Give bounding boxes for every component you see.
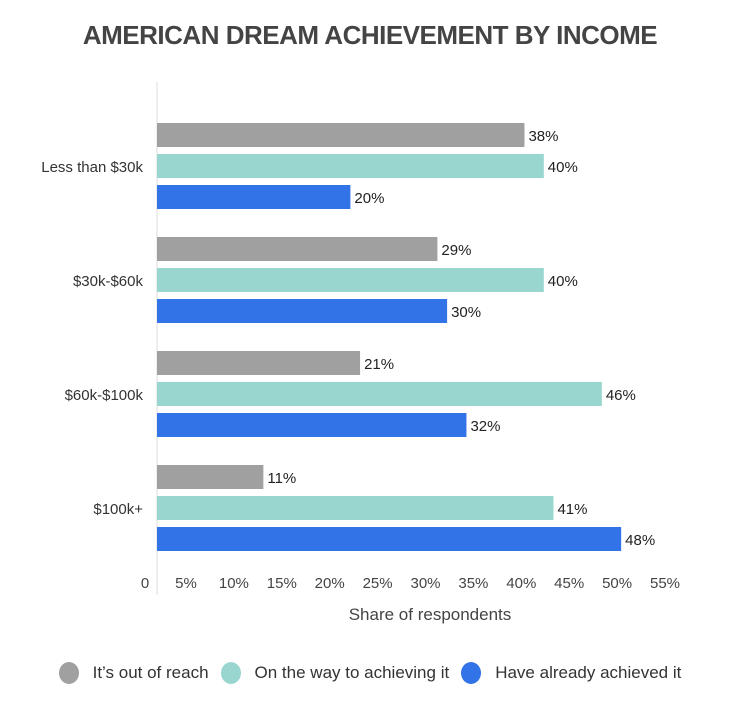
- bar: [157, 382, 602, 406]
- legend-swatch-icon: [58, 662, 79, 684]
- data-label: 30%: [451, 304, 481, 321]
- chart-title: AMERICAN DREAM ACHIEVEMENT BY INCOME: [82, 20, 658, 50]
- x-tick-label: 30%: [410, 575, 440, 592]
- bar: [157, 299, 448, 323]
- data-label: 29%: [441, 242, 471, 259]
- x-tick-label: 15%: [267, 575, 297, 592]
- legend-item[interactable]: It’s out of reach: [58, 662, 209, 684]
- bar: [157, 465, 264, 489]
- legend-swatch-icon: [220, 662, 241, 684]
- x-tick-label: 10%: [219, 575, 249, 592]
- x-tick-label: 20%: [315, 575, 345, 592]
- data-label: 21%: [364, 356, 394, 373]
- legend: It’s out of reach On the way to achieving…: [0, 662, 740, 684]
- data-label: 32%: [470, 418, 500, 435]
- data-label: 48%: [625, 532, 655, 549]
- data-label: 38%: [528, 128, 558, 145]
- bar: [157, 413, 467, 437]
- bar: [157, 154, 544, 178]
- bar: [157, 123, 525, 147]
- x-axis-title: Share of respondents: [349, 605, 512, 624]
- data-label: 40%: [548, 273, 578, 290]
- legend-swatch-icon: [461, 662, 482, 684]
- data-label: 20%: [354, 190, 384, 207]
- bar: [157, 185, 351, 209]
- data-label: 40%: [548, 159, 578, 176]
- data-label: 41%: [557, 501, 587, 518]
- x-tick-label: 40%: [506, 575, 536, 592]
- data-label: 11%: [267, 470, 296, 487]
- x-tick-label: 5%: [175, 575, 197, 592]
- legend-label: On the way to achieving it: [254, 663, 450, 682]
- legend-label: Have already achieved it: [495, 663, 682, 682]
- x-tick-label: 45%: [554, 575, 584, 592]
- category-label: Less than $30k: [41, 159, 143, 176]
- bar: [157, 527, 622, 551]
- x-tick-label: 25%: [363, 575, 393, 592]
- legend-item[interactable]: On the way to achieving it: [220, 662, 450, 684]
- bar: [157, 268, 544, 292]
- x-tick-label: 35%: [458, 575, 488, 592]
- bar: [157, 237, 438, 261]
- legend-item[interactable]: Have already achieved it: [461, 662, 681, 684]
- x-tick-label: 55%: [650, 575, 680, 592]
- x-tick-label: 0: [141, 575, 149, 592]
- category-label: $30k-$60k: [73, 273, 144, 290]
- category-label: $100k+: [93, 501, 143, 518]
- category-label: $60k-$100k: [65, 387, 144, 404]
- data-label: 46%: [606, 387, 636, 404]
- x-tick-label: 50%: [602, 575, 632, 592]
- legend-label: It’s out of reach: [92, 663, 209, 682]
- plot-area: Less than $30k 38% 40% 20% $30k-$60k 29% 40% 30…: [41, 82, 680, 624]
- bar: [157, 496, 554, 520]
- bar: [157, 351, 361, 375]
